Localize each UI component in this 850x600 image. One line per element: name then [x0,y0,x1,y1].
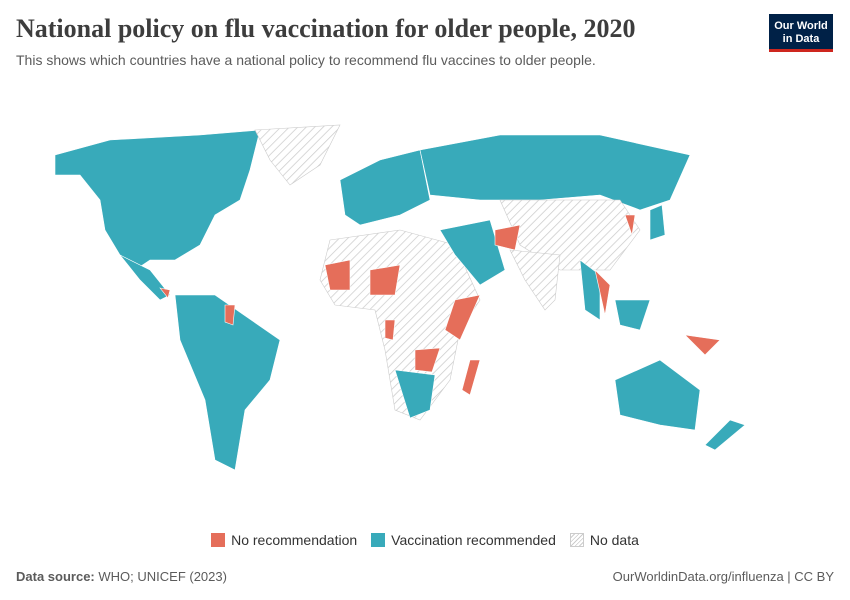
north-america[interactable] [54,129,261,271]
southeast-asia[interactable] [579,259,651,331]
legend-item[interactable]: Vaccination recommended [371,532,556,548]
source: Data source: WHO; UNICEF (2023) [16,569,227,584]
europe[interactable] [339,149,431,226]
greenland[interactable] [254,124,341,186]
footer-link[interactable]: OurWorldinData.org/influenza | CC BY [612,569,834,584]
australia[interactable] [614,359,746,451]
logo-text: in Data [782,33,820,45]
logo[interactable]: Our World in Data [769,14,833,52]
japan[interactable] [649,204,666,241]
middle-east[interactable] [439,219,506,286]
no-recommendation-countries[interactable] [159,214,721,396]
title: National policy on flu vaccination for o… [16,14,636,43]
southern-africa[interactable] [394,369,436,419]
legend-item[interactable]: No data [569,532,639,548]
legend: No recommendation Vaccination recommended… [0,532,850,548]
logo-text: Our World [774,20,828,32]
legend-label: No data [589,532,639,548]
central-america[interactable] [119,254,171,301]
legend-item[interactable]: No recommendation [211,532,357,548]
world-map [54,124,746,471]
india[interactable] [509,249,561,311]
source-text: WHO; UNICEF (2023) [98,569,227,584]
subtitle: This shows which countries have a nation… [16,52,596,68]
russia[interactable] [419,134,691,211]
source-label: Data source: [16,569,95,584]
legend-swatch [371,533,386,547]
legend-swatch [211,533,226,547]
legend-label: No recommendation [231,532,358,548]
legend-swatch [569,533,584,547]
south-america[interactable] [174,294,281,471]
legend-label: Vaccination recommended [391,532,556,548]
